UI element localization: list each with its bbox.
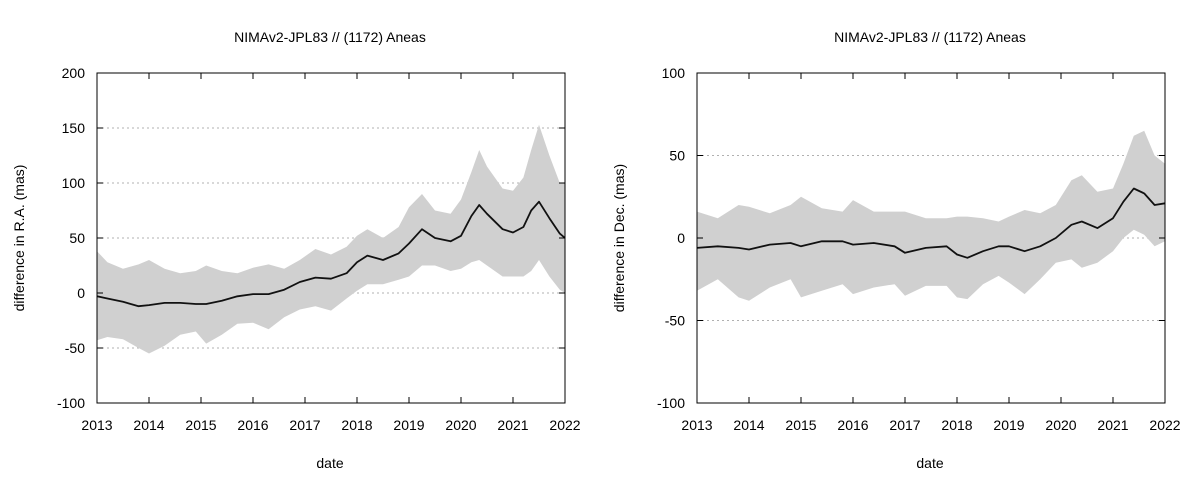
ra-x-tick-label: 2014 — [133, 417, 164, 433]
ra-x-axis-label: date — [316, 455, 343, 471]
ra-uncertainty-band — [97, 124, 565, 354]
ra-y-axis-label: difference in R.A. (mas) — [11, 165, 27, 312]
dec-y-tick-label: -100 — [657, 395, 685, 411]
ra-y-tick-label: 150 — [62, 120, 86, 136]
ra-difference-line — [96, 200, 566, 308]
ra-x-tick-label: 2018 — [341, 417, 372, 433]
dec-y-axis-label: difference in Dec. (mas) — [611, 164, 627, 312]
dec-uncertainty-band — [697, 130, 1165, 301]
ra-x-tick-label: 2019 — [393, 417, 424, 433]
dec-x-tick-label: 2014 — [733, 417, 764, 433]
dec-chart-title: NIMAv2-JPL83 // (1172) Aneas — [834, 29, 1026, 45]
dec-x-tick-label: 2022 — [1149, 417, 1180, 433]
ra-chart-panel: NIMAv2-JPL83 // (1172) Aneas date differ… — [11, 29, 581, 471]
dec-x-tick-label: 2013 — [681, 417, 712, 433]
ra-y-tick-label: 0 — [77, 285, 85, 301]
dec-x-tick-label: 2017 — [889, 417, 920, 433]
dec-x-tick-label: 2015 — [785, 417, 816, 433]
dec-x-tick-label: 2020 — [1045, 417, 1076, 433]
dec-x-tick-label: 2021 — [1097, 417, 1128, 433]
ra-x-tick-label: 2022 — [549, 417, 580, 433]
dec-x-tick-label: 2016 — [837, 417, 868, 433]
ra-y-tick-label: 100 — [62, 175, 86, 191]
ra-x-tick-label: 2020 — [445, 417, 476, 433]
ra-x-tick-label: 2016 — [237, 417, 268, 433]
ra-x-tick-label: 2015 — [185, 417, 216, 433]
dec-y-tick-label: 100 — [662, 65, 686, 81]
dec-y-tick-label: 0 — [677, 230, 685, 246]
ra-y-tick-label: 200 — [62, 65, 86, 81]
ra-y-tick-label: 50 — [69, 230, 85, 246]
ra-x-tick-label: 2017 — [289, 417, 320, 433]
ra-y-tick-label: -100 — [57, 395, 85, 411]
ra-y-tick-label: -50 — [65, 340, 85, 356]
dec-y-tick-label: -50 — [665, 313, 685, 329]
dec-x-tick-label: 2019 — [993, 417, 1024, 433]
dec-x-tick-label: 2018 — [941, 417, 972, 433]
ra-x-tick-label: 2013 — [81, 417, 112, 433]
ra-x-tick-label: 2021 — [497, 417, 528, 433]
dec-y-tick-label: 50 — [669, 148, 685, 164]
ra-chart-title: NIMAv2-JPL83 // (1172) Aneas — [234, 29, 426, 45]
dec-chart-panel: NIMAv2-JPL83 // (1172) Aneas date differ… — [611, 29, 1181, 471]
dec-x-axis-label: date — [916, 455, 943, 471]
dec-difference-line — [696, 187, 1166, 259]
